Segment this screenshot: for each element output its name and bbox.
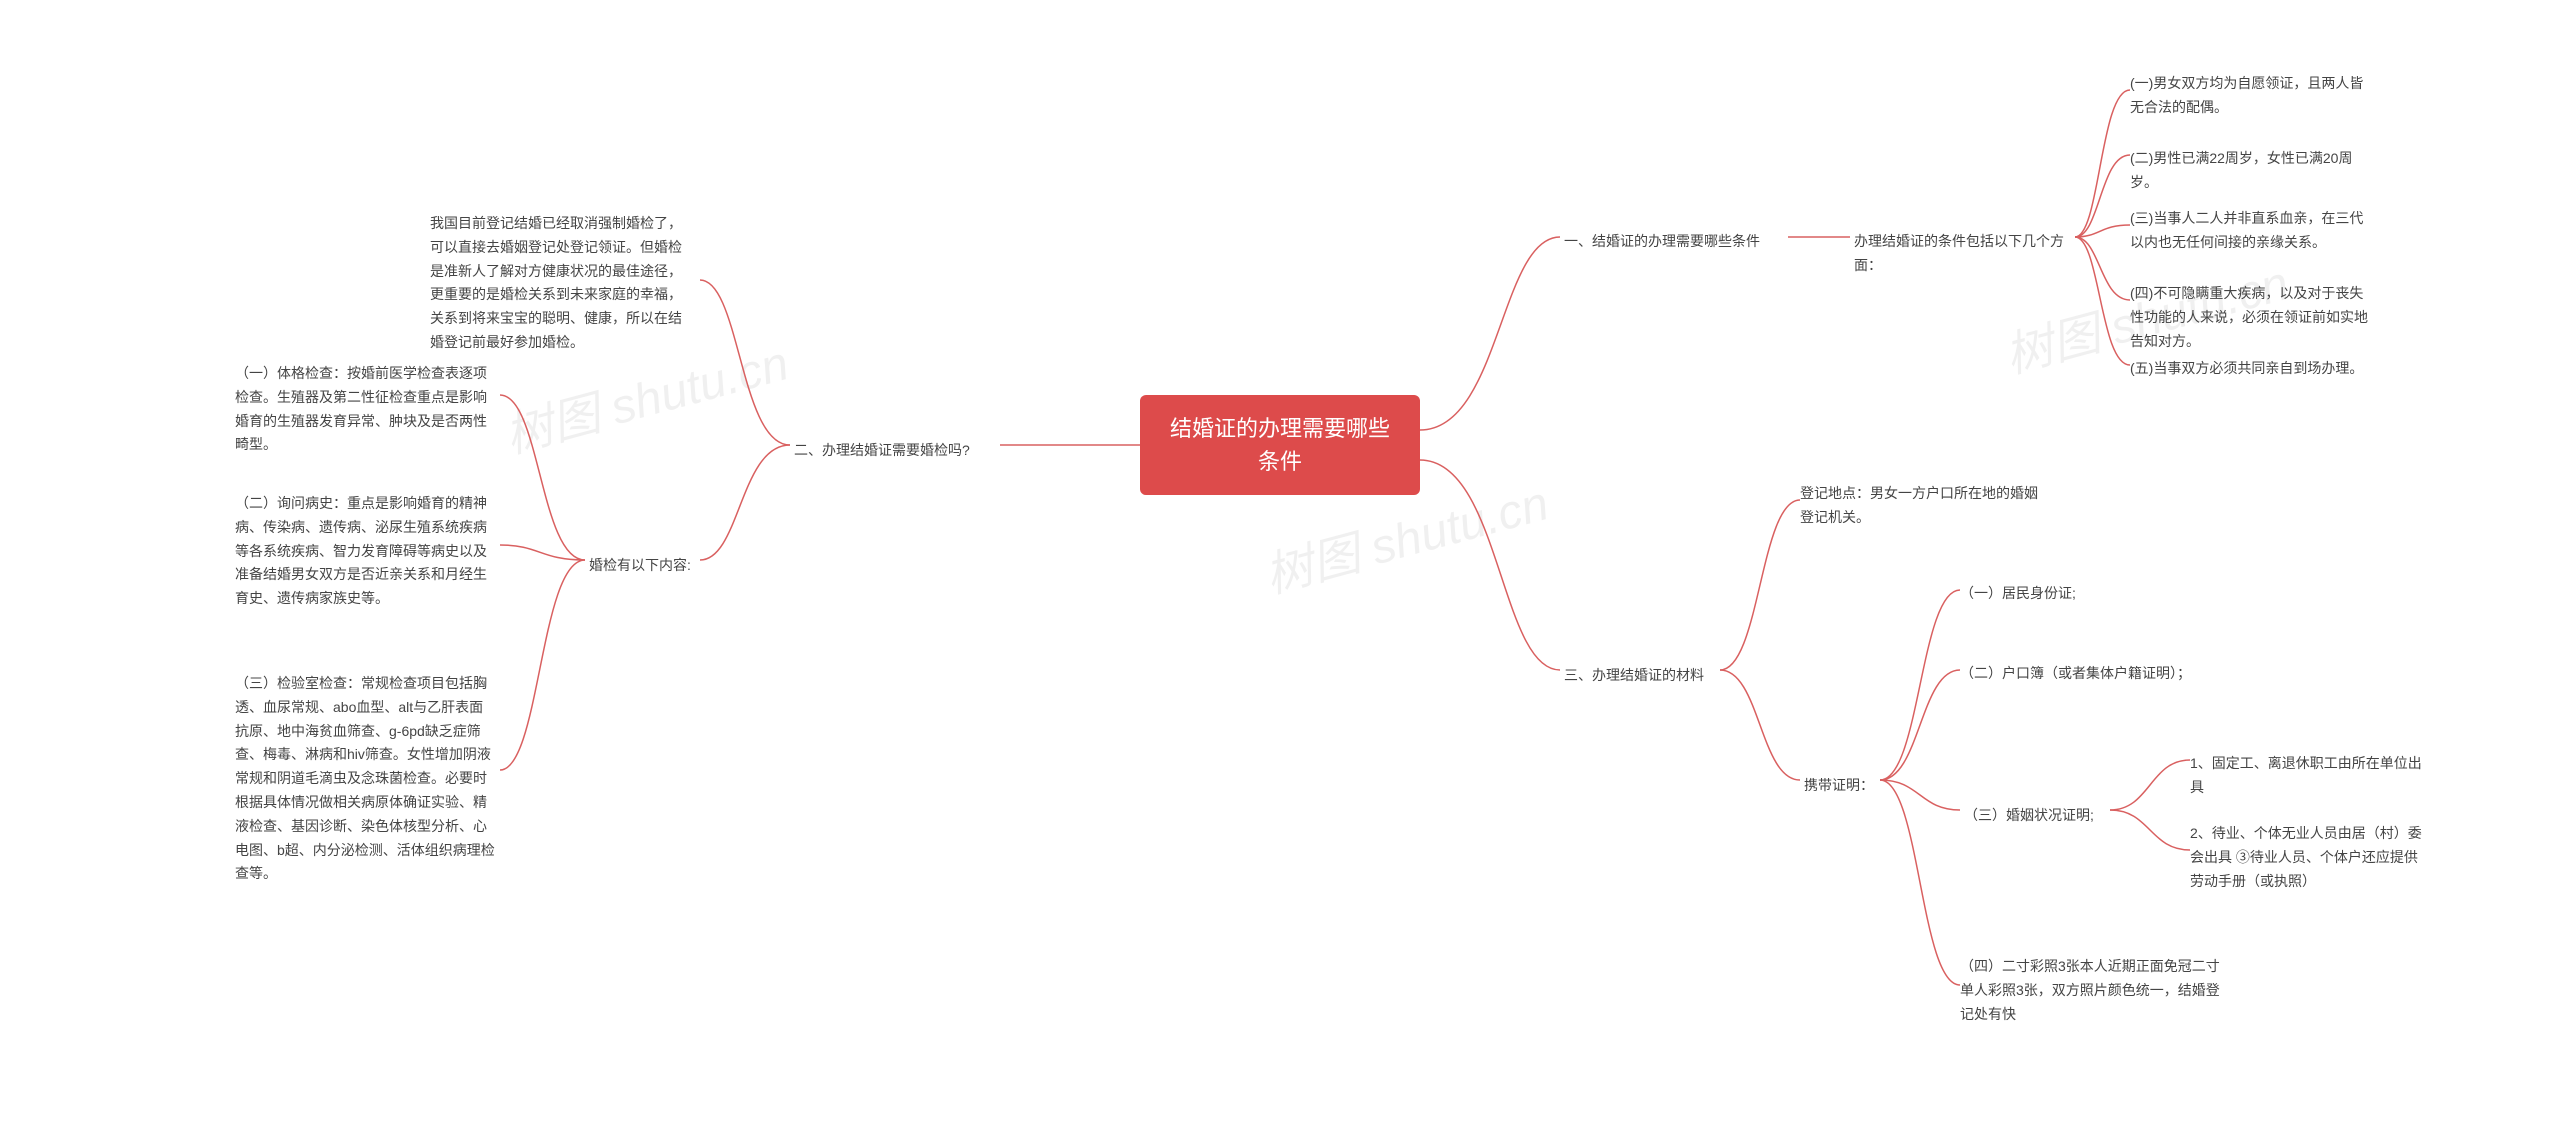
branch3-sub2-leaf1: （一）居民身份证; [1960,582,2200,606]
branch2-sub2-leaf1: （一）体格检查：按婚前医学检查表逐项检查。生殖器及第二性征检查重点是影响婚育的生… [235,362,495,457]
branch1-leaf-3: (三)当事人二人并非直系血亲，在三代以内也无任何间接的亲缘关系。 [2130,207,2370,255]
branch3-sub2-branch3-leaf1: 1、固定工、离退休职工由所在单位出具 [2190,752,2430,800]
branch2-sub2-leaf3: （三）检验室检查：常规检查项目包括胸透、血尿常规、abo血型、alt与乙肝表面抗… [235,672,495,886]
branch2-sub2-label: 婚检有以下内容: [585,552,695,580]
branch1-leaf-1: (一)男女双方均为自愿领证，且两人皆无合法的配偶。 [2130,72,2370,120]
branch3-sub2-branch3-leaf2: 2、待业、个体无业人员由居（村）委会出具 ③待业人员、个体户还应提供劳动手册（或… [2190,822,2430,893]
branch3-sub2-label: 携带证明： [1800,772,1878,800]
branch3-sub2-leaf2: （二）户口簿（或者集体户籍证明）； [1960,662,2200,686]
branch3-sub2-branch3-label: （三）婚姻状况证明; [1960,802,2098,830]
branch3-label: 三、办理结婚证的材料 [1560,662,1708,690]
branch2-sub2-leaf2: （二）询问病史：重点是影响婚育的精神病、传染病、遗传病、泌尿生殖系统疾病等各系统… [235,492,495,611]
center-node: 结婚证的办理需要哪些条件 [1140,395,1420,495]
branch3-sub2-leaf4: （四）二寸彩照3张本人近期正面免冠二寸单人彩照3张，双方照片颜色统一，结婚登记处… [1960,955,2220,1026]
branch1-leaf-5: (五)当事双方必须共同亲自到场办理。 [2130,357,2370,381]
branch1-label: 一、结婚证的办理需要哪些条件 [1560,228,1764,256]
branch2-sub1: 我国目前登记结婚已经取消强制婚检了，可以直接去婚姻登记处登记领证。但婚检是准新人… [430,212,690,355]
branch2-label: 二、办理结婚证需要婚检吗? [790,437,974,465]
branch1-sublabel: 办理结婚证的条件包括以下几个方面： [1850,228,2080,280]
branch3-sub1: 登记地点：男女一方户口所在地的婚姻登记机关。 [1800,482,2040,530]
branch1-leaf-2: (二)男性已满22周岁，女性已满20周岁。 [2130,147,2370,195]
branch1-leaf-4: (四)不可隐瞒重大疾病，以及对于丧失性功能的人来说，必须在领证前如实地告知对方。 [2130,282,2370,353]
